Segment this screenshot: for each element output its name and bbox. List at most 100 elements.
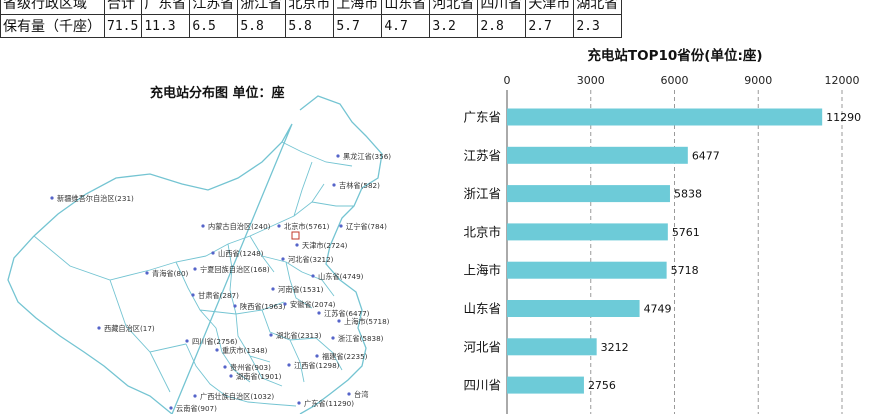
x-tick-label: 12000 bbox=[825, 74, 860, 87]
table-header-cell: 湖北省 bbox=[573, 0, 623, 15]
map-dot bbox=[332, 183, 336, 187]
grid-layer bbox=[506, 90, 843, 414]
map-region-label: 辽宁省(784) bbox=[346, 222, 387, 231]
map-dot bbox=[269, 333, 273, 337]
table-header-cell: 合计 bbox=[103, 0, 143, 15]
bar bbox=[507, 300, 640, 317]
china-map-panel: 黑龙江省(356) 吉林省(582) 新疆维吾尔自治区(231) 内蒙古自治区(240… bbox=[0, 66, 445, 414]
province-borders bbox=[33, 141, 354, 407]
category-label: 北京市 bbox=[463, 224, 501, 239]
x-tick-label: 0 bbox=[504, 74, 511, 87]
x-tick-label: 3000 bbox=[577, 74, 605, 87]
table-header-cell: 广东省 bbox=[141, 0, 191, 15]
map-dot bbox=[337, 319, 341, 323]
province-table: 省级行政区域 合计 广东省 江苏省 浙江省 北京市 上海市 山东省 河北省 四川… bbox=[0, 0, 623, 38]
map-region-label: 河北省(3212) bbox=[288, 255, 334, 264]
data-label: 6477 bbox=[692, 149, 720, 162]
x-tick-label: 9000 bbox=[744, 74, 772, 87]
map-dot bbox=[215, 348, 219, 352]
map-dot bbox=[317, 311, 321, 315]
map-dot bbox=[271, 287, 275, 291]
map-dot bbox=[347, 392, 351, 396]
table-cell: 3.2 bbox=[429, 14, 479, 38]
map-region-label: 江西省(1298) bbox=[294, 361, 340, 370]
map-region-label: 云南省(907) bbox=[176, 404, 217, 413]
map-dot bbox=[193, 267, 197, 271]
map-region-label: 广东省(11290) bbox=[304, 399, 354, 408]
table-cell: 71.5 bbox=[103, 14, 143, 38]
map-region-label: 宁夏回族自治区(168) bbox=[200, 265, 270, 274]
map-region-label: 山西省(1248) bbox=[218, 249, 264, 258]
table-header-cell: 省级行政区域 bbox=[0, 0, 105, 15]
map-dot bbox=[287, 363, 291, 367]
category-label: 四川省 bbox=[463, 378, 501, 393]
map-dot bbox=[185, 339, 189, 343]
map-dot bbox=[339, 224, 343, 228]
map-region-label: 西藏自治区(17) bbox=[104, 324, 155, 333]
bar bbox=[507, 338, 597, 356]
top10-bar-chart: 充电站TOP10省份(单位:座) 0 3000 6000 9000 12000 广东省江… bbox=[463, 47, 861, 414]
map-region-label: 山东省(4749) bbox=[318, 272, 364, 281]
map-dot bbox=[297, 401, 301, 405]
map-dot bbox=[336, 154, 340, 158]
table-row-label: 保有量（千座） bbox=[0, 14, 105, 38]
capital-marker bbox=[291, 231, 300, 240]
table-header-cell: 北京市 bbox=[285, 0, 335, 15]
table-header-cell: 浙江省 bbox=[237, 0, 287, 15]
map-region-label: 甘肃省(287) bbox=[198, 291, 239, 300]
category-label: 河北省 bbox=[463, 339, 501, 354]
map-dot bbox=[311, 274, 315, 278]
map-region-label: 黑龙江省(356) bbox=[343, 152, 391, 161]
data-label: 5718 bbox=[671, 264, 699, 277]
map-dot bbox=[277, 224, 281, 228]
table-header-cell: 上海市 bbox=[333, 0, 383, 15]
map-dot bbox=[295, 243, 299, 247]
map-borders bbox=[7, 95, 383, 414]
map-dot bbox=[281, 257, 285, 261]
bar-layer bbox=[507, 108, 823, 394]
table-cell: 4.7 bbox=[381, 14, 431, 38]
map-region-label: 内蒙古自治区(240) bbox=[208, 222, 271, 231]
map-region-label: 陕西省(1963) bbox=[240, 302, 286, 311]
table-header-cell: 江苏省 bbox=[189, 0, 239, 15]
bar bbox=[507, 376, 584, 394]
table-cell: 5.8 bbox=[285, 14, 335, 38]
table-header-cell: 天津市 bbox=[525, 0, 575, 15]
map-region-label: 江苏省(6477) bbox=[324, 309, 370, 318]
bar bbox=[507, 185, 670, 203]
map-dot bbox=[169, 406, 173, 410]
map-title: 充电站分布图 单位：座 bbox=[150, 86, 285, 101]
bar bbox=[507, 108, 823, 126]
map-dot bbox=[315, 354, 319, 358]
map-dot bbox=[211, 251, 215, 255]
map-region-label: 台湾 bbox=[354, 390, 368, 399]
map-region-label: 福建省(2235) bbox=[322, 352, 368, 361]
table-cell: 2.8 bbox=[477, 14, 527, 38]
x-tick-label: 6000 bbox=[661, 74, 689, 87]
map-region-label: 重庆市(1348) bbox=[222, 346, 268, 355]
map-dot bbox=[223, 365, 227, 369]
map-label-layer: 黑龙江省(356) 吉林省(582) 新疆维吾尔自治区(231) 内蒙古自治区(240… bbox=[50, 152, 391, 413]
map-dot bbox=[201, 224, 205, 228]
table-cell: 2.7 bbox=[525, 14, 575, 38]
map-dot bbox=[229, 374, 233, 378]
data-label: 4749 bbox=[644, 303, 672, 316]
table-cell: 6.5 bbox=[189, 14, 239, 38]
map-region-label: 吉林省(582) bbox=[339, 181, 380, 190]
category-label: 山东省 bbox=[463, 301, 501, 316]
map-dot bbox=[193, 394, 197, 398]
tick-label-layer: 0 3000 6000 9000 12000 bbox=[504, 74, 860, 87]
map-dot bbox=[97, 326, 101, 330]
bar bbox=[507, 223, 668, 241]
table-header-cell: 河北省 bbox=[429, 0, 479, 15]
china-map: 黑龙江省(356) 吉林省(582) 新疆维吾尔自治区(231) 内蒙古自治区(240… bbox=[7, 95, 391, 414]
category-label: 江苏省 bbox=[463, 148, 501, 163]
table-header-cell: 四川省 bbox=[477, 0, 527, 15]
data-label: 5838 bbox=[674, 188, 702, 201]
map-region-label: 广西壮族自治区(1032) bbox=[200, 392, 274, 401]
table-cell: 11.3 bbox=[141, 14, 191, 38]
china-outline bbox=[7, 95, 383, 414]
table-cell: 5.8 bbox=[237, 14, 287, 38]
map-region-label: 新疆维吾尔自治区(231) bbox=[57, 194, 134, 203]
